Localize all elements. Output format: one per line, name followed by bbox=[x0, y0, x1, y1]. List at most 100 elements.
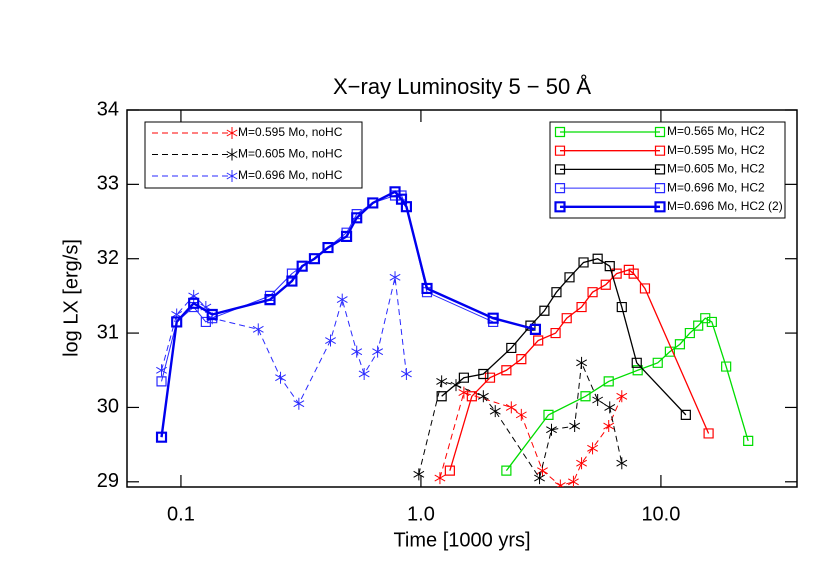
asterisk-marker bbox=[576, 457, 588, 470]
square-marker bbox=[743, 435, 754, 446]
y-axis-label: log LX [erg/s] bbox=[60, 239, 82, 357]
asterisk-marker bbox=[413, 468, 425, 481]
square-marker bbox=[395, 193, 408, 205]
square-marker bbox=[458, 372, 469, 383]
square-marker bbox=[623, 264, 634, 275]
asterisk-marker bbox=[515, 408, 527, 421]
y-tick-label: 33 bbox=[97, 173, 119, 195]
y-tick-label: 32 bbox=[97, 247, 119, 269]
square-marker bbox=[580, 391, 591, 402]
square-marker bbox=[156, 376, 167, 387]
square-marker bbox=[693, 320, 704, 331]
legend-label: M=0.696 Mo, HC2 (2) bbox=[667, 199, 783, 213]
asterisk-marker bbox=[372, 345, 384, 358]
square-marker bbox=[400, 201, 412, 213]
square-marker bbox=[171, 316, 183, 328]
legend-label: M=0.696 Mo, HC2 bbox=[667, 180, 765, 194]
square-marker bbox=[652, 357, 663, 368]
square-marker bbox=[578, 257, 589, 268]
asterisk-marker bbox=[554, 479, 566, 487]
asterisk-marker bbox=[546, 423, 557, 436]
square-marker bbox=[564, 272, 575, 283]
asterisk-marker bbox=[275, 371, 286, 384]
square-marker bbox=[603, 376, 614, 387]
square-marker bbox=[554, 164, 566, 175]
legend-label: M=0.605 Mo, noHC bbox=[238, 147, 343, 161]
square-marker bbox=[322, 241, 334, 254]
square-marker bbox=[501, 365, 512, 376]
square-marker bbox=[554, 145, 566, 156]
square-marker bbox=[484, 372, 496, 383]
legend-label: M=0.595 Mo, noHC bbox=[238, 125, 343, 139]
square-marker bbox=[286, 275, 298, 287]
square-marker bbox=[654, 164, 666, 175]
asterisk-marker bbox=[252, 323, 264, 336]
square-marker bbox=[654, 201, 666, 213]
square-marker bbox=[351, 212, 363, 224]
square-marker bbox=[587, 287, 598, 298]
square-marker bbox=[444, 465, 455, 476]
asterisk-marker bbox=[603, 420, 615, 433]
square-marker bbox=[700, 313, 711, 324]
square-marker bbox=[308, 253, 321, 265]
legend-label: M=0.565 Mo, HC2 bbox=[667, 124, 765, 138]
square-marker bbox=[592, 253, 603, 264]
square-marker bbox=[539, 305, 550, 316]
asterisk-marker bbox=[576, 356, 588, 369]
chart-title: X−ray Luminosity 5 − 50 Å bbox=[333, 74, 591, 99]
square-marker bbox=[631, 357, 642, 368]
series-line bbox=[418, 360, 623, 480]
x-tick-label: 1.0 bbox=[407, 503, 435, 525]
asterisk-marker bbox=[604, 401, 616, 414]
series-line bbox=[441, 258, 687, 416]
square-marker bbox=[706, 316, 717, 328]
square-marker bbox=[554, 201, 566, 213]
square-marker bbox=[654, 145, 666, 156]
square-marker bbox=[576, 301, 587, 313]
asterisk-marker bbox=[436, 375, 448, 388]
square-marker bbox=[628, 268, 639, 279]
square-marker bbox=[506, 342, 517, 354]
x-axis-label: Time [1000 yrs] bbox=[393, 529, 530, 551]
series-line bbox=[161, 277, 407, 405]
square-marker bbox=[340, 230, 353, 242]
square-marker bbox=[674, 339, 686, 350]
asterisk-marker bbox=[587, 442, 599, 455]
asterisk-marker bbox=[489, 405, 501, 418]
y-tick-label: 34 bbox=[97, 98, 119, 120]
asterisk-marker bbox=[569, 420, 581, 433]
square-marker bbox=[654, 183, 666, 194]
square-marker bbox=[684, 327, 695, 339]
square-marker bbox=[188, 297, 200, 309]
square-marker bbox=[721, 361, 732, 372]
square-marker bbox=[533, 335, 544, 346]
asterisk-marker bbox=[567, 475, 579, 487]
square-marker bbox=[436, 391, 447, 402]
y-tick-label: 30 bbox=[97, 396, 119, 418]
plot-data bbox=[155, 186, 754, 487]
square-marker bbox=[680, 409, 691, 420]
legend-left bbox=[144, 121, 363, 189]
square-marker bbox=[421, 282, 433, 295]
square-marker bbox=[554, 183, 566, 194]
asterisk-marker bbox=[400, 367, 412, 380]
series-line bbox=[160, 190, 536, 438]
asterisk-marker bbox=[226, 127, 238, 139]
asterisk-marker bbox=[592, 394, 604, 406]
square-marker bbox=[561, 313, 572, 324]
asterisk-marker bbox=[226, 170, 238, 182]
asterisk-marker bbox=[358, 367, 370, 380]
square-marker bbox=[543, 409, 554, 420]
square-marker bbox=[389, 186, 401, 198]
asterisk-marker bbox=[505, 401, 517, 414]
series-line bbox=[161, 195, 494, 382]
square-marker bbox=[516, 354, 527, 365]
square-marker bbox=[529, 323, 542, 335]
square-marker bbox=[296, 260, 308, 272]
square-marker bbox=[155, 431, 168, 443]
legend-label: M=0.595 Mo, HC2 bbox=[667, 143, 765, 157]
asterisk-marker bbox=[293, 397, 305, 410]
y-tick-label: 31 bbox=[97, 321, 119, 343]
asterisk-marker bbox=[389, 271, 401, 284]
